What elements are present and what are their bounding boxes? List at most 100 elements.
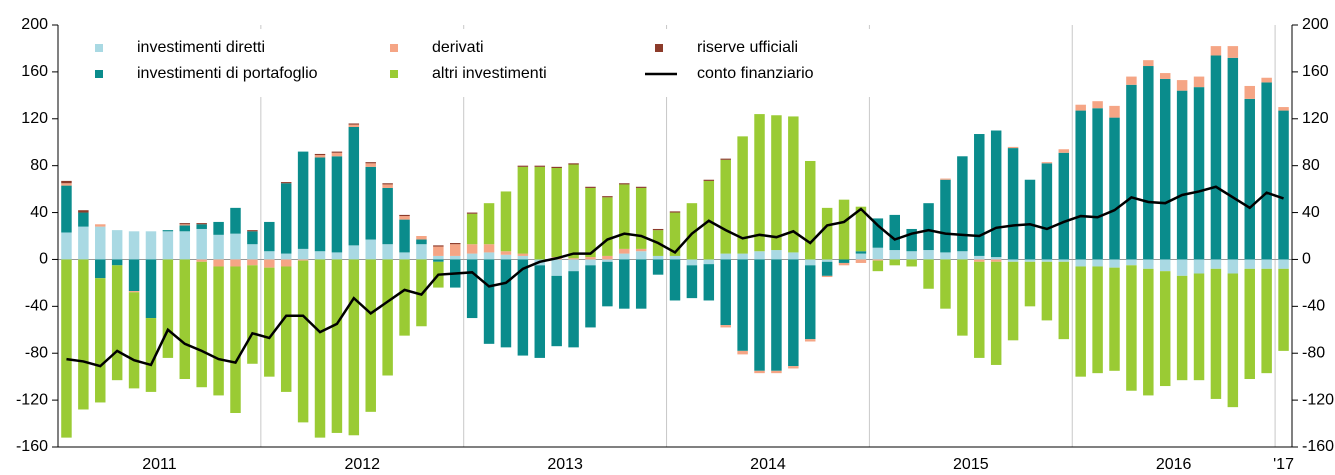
legend-marker	[95, 44, 103, 52]
bar	[940, 178, 951, 180]
bar	[855, 251, 867, 254]
bar	[162, 259, 174, 358]
bar	[1278, 268, 1289, 351]
bar	[788, 366, 799, 369]
bar	[635, 251, 647, 260]
bar	[585, 257, 596, 260]
bar	[906, 251, 917, 260]
bar	[145, 231, 157, 260]
bar	[213, 221, 224, 235]
bar	[788, 259, 799, 367]
bar	[61, 185, 72, 233]
bar	[1092, 266, 1103, 374]
bar	[906, 259, 917, 267]
bar	[517, 165, 529, 167]
bar	[635, 248, 647, 252]
y-tick-label: -160	[16, 438, 48, 455]
bar	[280, 182, 292, 184]
bar	[382, 187, 393, 245]
bar	[314, 157, 326, 252]
bar	[500, 251, 512, 255]
bar	[1126, 76, 1137, 85]
bar	[365, 239, 376, 260]
bar	[737, 136, 748, 254]
bar	[264, 251, 275, 260]
bar	[821, 207, 833, 260]
bar	[1058, 149, 1070, 153]
bar	[990, 130, 1002, 258]
bar	[1058, 152, 1070, 260]
bar	[940, 259, 951, 309]
line	[66, 185, 1284, 368]
bar	[1075, 104, 1086, 111]
bar	[179, 224, 191, 226]
bar	[483, 203, 495, 245]
bar	[602, 255, 613, 260]
bar	[602, 196, 613, 198]
bar	[1109, 105, 1120, 118]
bar	[1244, 85, 1255, 99]
bar	[957, 259, 968, 336]
bar	[382, 244, 393, 260]
bar	[1041, 261, 1053, 321]
bar	[974, 134, 985, 256]
bar	[365, 162, 376, 164]
bar	[264, 267, 275, 377]
bar	[95, 226, 106, 260]
bar	[821, 261, 833, 276]
bar	[128, 292, 140, 389]
bar	[196, 224, 207, 229]
bar	[331, 252, 343, 260]
bar	[416, 236, 427, 240]
bar	[1261, 268, 1272, 374]
bar	[1092, 101, 1103, 109]
bar	[466, 244, 478, 254]
bar	[348, 126, 360, 246]
bar	[1176, 259, 1188, 276]
bar	[1193, 259, 1205, 274]
bar	[686, 265, 698, 299]
bar	[1126, 265, 1137, 391]
x-tick-label: 2015	[953, 456, 989, 473]
legend-marker	[390, 70, 398, 78]
bar	[399, 259, 410, 336]
bar	[754, 114, 765, 252]
bar	[1244, 98, 1255, 260]
bar	[1210, 259, 1222, 269]
bar	[652, 259, 664, 275]
bar	[619, 253, 630, 260]
bar	[213, 259, 224, 267]
bar	[247, 259, 258, 266]
bar	[619, 248, 630, 254]
bar	[433, 259, 444, 262]
bar	[737, 350, 748, 355]
bar	[1278, 259, 1289, 269]
bar	[534, 166, 546, 260]
bar	[213, 234, 224, 260]
bar	[1007, 261, 1019, 341]
bar	[196, 261, 207, 388]
bar	[720, 259, 731, 326]
bar	[348, 124, 360, 127]
bar	[280, 266, 292, 392]
bar	[821, 275, 833, 278]
bar	[804, 265, 816, 340]
bar	[1227, 259, 1239, 274]
bar	[314, 155, 326, 158]
bar	[162, 230, 174, 232]
bar	[703, 179, 715, 181]
x-tick-label: 2012	[344, 456, 380, 473]
bar	[78, 210, 89, 213]
bar	[686, 203, 698, 260]
bar	[686, 259, 698, 266]
bar	[1176, 90, 1188, 260]
bar	[247, 230, 258, 232]
bar	[466, 253, 478, 260]
y-tick-label: 80	[30, 157, 48, 174]
bar	[483, 252, 495, 260]
bar	[1041, 162, 1053, 164]
bar	[1143, 268, 1154, 396]
bar	[365, 163, 376, 167]
bar	[990, 259, 1002, 262]
bar	[247, 244, 258, 260]
